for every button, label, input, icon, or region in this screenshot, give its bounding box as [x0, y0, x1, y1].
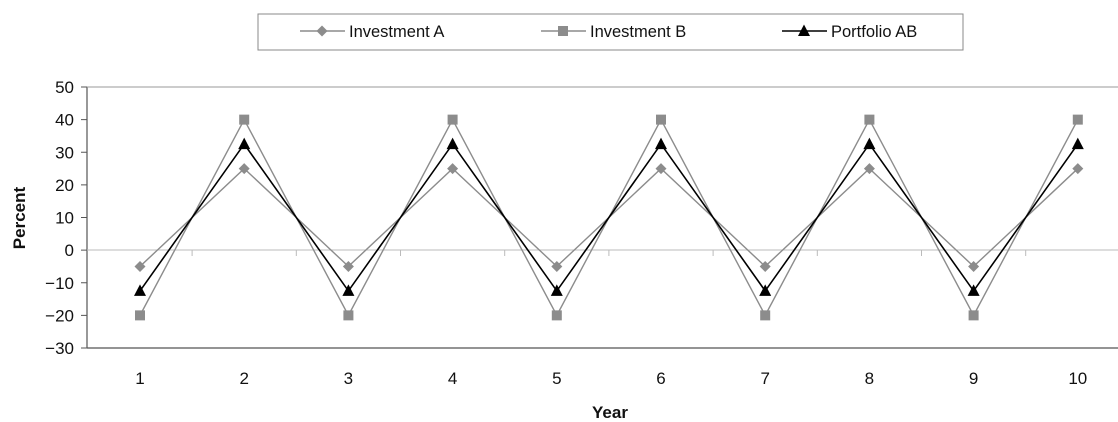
x-tick-label: 3 — [344, 369, 353, 388]
legend-box — [257, 13, 964, 51]
x-tick-label: 1 — [135, 369, 144, 388]
x-tick-label: 10 — [1068, 369, 1087, 388]
x-tick-label: 5 — [552, 369, 561, 388]
legend-label-portfolio-ab: Portfolio AB — [831, 23, 917, 41]
data-point-investment-b — [343, 310, 354, 321]
data-point-investment-a — [863, 163, 875, 175]
y-tick-label: −10 — [45, 274, 74, 293]
data-point-investment-b — [760, 310, 771, 321]
data-point-investment-b — [1072, 114, 1083, 125]
data-point-portfolio-ab — [863, 137, 876, 150]
data-point-investment-b — [239, 114, 250, 125]
data-point-investment-b — [135, 310, 145, 321]
legend-marker-investment-a — [316, 25, 328, 37]
series-line-portfolio-ab — [139, 142, 1079, 293]
data-point-portfolio-ab — [967, 284, 980, 296]
data-point-investment-b — [864, 114, 875, 125]
y-tick-label: 30 — [55, 143, 74, 162]
data-point-investment-a — [968, 260, 980, 272]
y-tick-label: 0 — [65, 241, 74, 260]
y-tick-label: 10 — [55, 209, 74, 228]
data-point-investment-b — [656, 114, 666, 125]
data-point-investment-a — [342, 260, 354, 272]
legend-marker-investment-b — [558, 26, 568, 36]
data-point-portfolio-ab — [134, 284, 146, 296]
y-tick-label: −20 — [45, 306, 74, 325]
data-point-portfolio-ab — [550, 284, 563, 296]
legend: Investment A Investment B Portfolio AB — [257, 13, 964, 51]
y-tick-label: 50 — [55, 78, 74, 97]
x-tick-label: 4 — [448, 369, 457, 388]
data-point-investment-b — [447, 114, 458, 125]
data-point-investment-a — [759, 260, 771, 272]
data-point-investment-a — [134, 260, 146, 272]
y-tick-label: 40 — [55, 111, 74, 130]
y-tick-label: 20 — [55, 176, 74, 195]
data-point-investment-a — [447, 163, 459, 175]
x-tick-label: 6 — [656, 369, 665, 388]
data-point-portfolio-ab — [446, 137, 459, 150]
data-point-investment-b — [551, 310, 562, 321]
x-tick-label: 2 — [239, 369, 248, 388]
y-tick-label: −30 — [45, 339, 74, 358]
data-point-investment-a — [1072, 163, 1084, 175]
legend-label-investment-a: Investment A — [349, 23, 444, 41]
x-tick-label: 8 — [865, 369, 874, 388]
data-point-portfolio-ab — [655, 137, 667, 150]
data-point-portfolio-ab — [238, 137, 251, 150]
data-point-investment-a — [551, 260, 563, 272]
data-point-portfolio-ab — [1071, 137, 1084, 150]
data-point-investment-a — [238, 163, 250, 175]
data-point-portfolio-ab — [342, 284, 355, 296]
data-point-investment-b — [968, 310, 979, 321]
legend-label-investment-b: Investment B — [590, 23, 686, 41]
data-point-portfolio-ab — [759, 284, 772, 296]
legend-marker-portfolio-ab — [798, 24, 810, 36]
x-axis-title: Year — [592, 403, 628, 422]
x-tick-label: 9 — [969, 369, 978, 388]
x-tick-label: 7 — [760, 369, 769, 388]
data-point-investment-a — [655, 163, 667, 175]
y-axis-title: Percent — [10, 186, 29, 249]
